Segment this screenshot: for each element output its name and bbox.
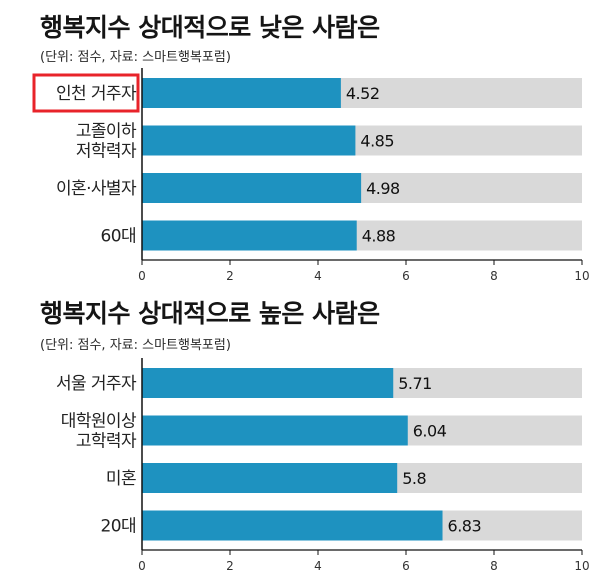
category-label: 60대 [101, 227, 136, 247]
highlight-box [32, 73, 140, 113]
bar [142, 220, 357, 251]
low-happiness-panel: 행복지수 상대적으로 낮은 사람은 (단위: 점수, 자료: 스마트행복포럼) … [32, 13, 590, 283]
category-label: 미혼 [106, 469, 136, 489]
value-label: 4.98 [366, 179, 400, 198]
x-tick-label: 2 [226, 269, 234, 283]
value-label: 4.88 [362, 227, 396, 246]
x-tick-label: 6 [402, 559, 410, 573]
x-tick-label: 10 [574, 269, 589, 283]
value-label: 6.04 [413, 422, 447, 441]
category-label: 고학력자 [76, 432, 137, 452]
category-label: 서울 거주자 [56, 374, 137, 394]
low-happiness-source: (단위: 점수, 자료: 스마트행복포럼) [40, 50, 231, 65]
bar [142, 78, 341, 108]
x-tick-label: 0 [138, 559, 146, 573]
value-label: 5.71 [398, 374, 432, 393]
value-label: 4.52 [346, 84, 380, 103]
category-label: 이혼·사별자 [56, 179, 137, 199]
category-label: 고졸이하 [76, 122, 137, 142]
x-tick-label: 0 [138, 269, 146, 283]
x-tick-label: 6 [402, 269, 410, 283]
bar [142, 173, 362, 203]
bar [142, 463, 398, 493]
category-label: 인천 거주자 [56, 84, 137, 104]
x-tick-label: 4 [314, 559, 322, 573]
bar [142, 368, 394, 398]
low-happiness-title: 행복지수 상대적으로 낮은 사람은 [40, 13, 380, 42]
x-tick-label: 10 [574, 559, 589, 573]
high-happiness-panel: 행복지수 상대적으로 높은 사람은 (단위: 점수, 자료: 스마트행복포럼) … [0, 290, 603, 573]
category-label: 저학력자 [76, 142, 137, 162]
high-happiness-title: 행복지수 상대적으로 높은 사람은 [40, 299, 380, 328]
x-tick-label: 8 [490, 269, 498, 283]
bar [142, 510, 443, 541]
bar [142, 415, 408, 446]
high-happiness-source: (단위: 점수, 자료: 스마트행복포럼) [40, 338, 231, 353]
value-label: 5.8 [402, 469, 426, 488]
x-tick-label: 4 [314, 269, 322, 283]
value-label: 4.85 [360, 132, 394, 151]
category-label: 대학원이상 [61, 412, 137, 432]
bar [142, 125, 356, 156]
category-label: 20대 [101, 517, 136, 537]
x-tick-label: 8 [490, 559, 498, 573]
value-label: 6.83 [448, 517, 482, 536]
x-tick-label: 2 [226, 559, 234, 573]
